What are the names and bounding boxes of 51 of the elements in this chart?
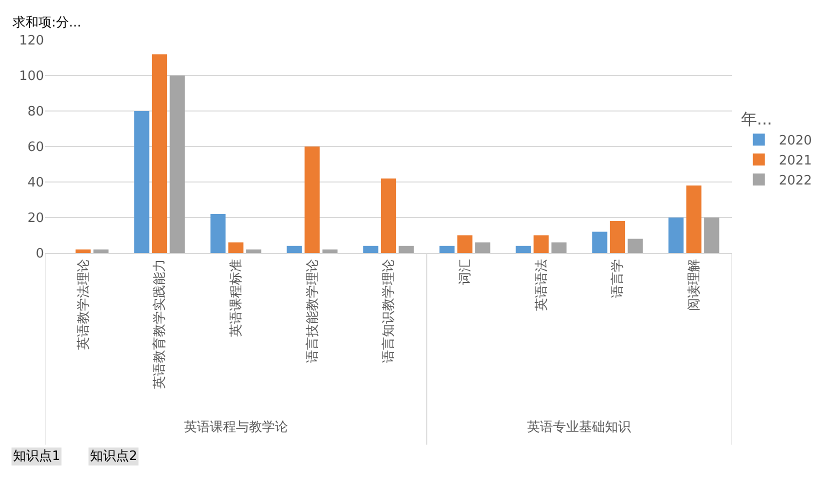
x-tick-label: 英语教学法理论 xyxy=(76,259,92,350)
bar xyxy=(439,246,455,253)
bar xyxy=(93,249,109,253)
chart-title: 求和项:分... xyxy=(12,15,82,30)
y-tick-label: 40 xyxy=(27,176,44,191)
bar xyxy=(134,111,150,253)
bar xyxy=(286,246,302,253)
bar xyxy=(322,249,338,253)
bar xyxy=(704,218,720,253)
legend-title: 年... xyxy=(740,110,772,129)
y-tick-label: 20 xyxy=(27,211,44,226)
bar xyxy=(363,246,378,253)
text: 知识点1 xyxy=(13,449,60,464)
x-tick-label: 英语课程标准 xyxy=(229,259,244,338)
bar xyxy=(610,221,626,253)
x-tick-label: 英语语法 xyxy=(534,259,550,312)
y-tick-label: 80 xyxy=(27,104,44,120)
bar xyxy=(457,235,472,253)
bar xyxy=(228,242,244,253)
text: 知识点2 xyxy=(90,449,138,464)
x-tick-label: 英语教育教学实践能力 xyxy=(152,259,168,390)
bar xyxy=(475,242,490,253)
legend-label: 2022 xyxy=(778,174,812,189)
x-tick-label: 语言技能教学理论 xyxy=(304,259,320,364)
bar xyxy=(152,54,168,253)
bar xyxy=(551,242,567,253)
legend-label: 2020 xyxy=(778,134,812,149)
text: 英语课程与教学论 xyxy=(184,420,288,435)
bar xyxy=(628,238,643,253)
bar xyxy=(210,214,226,253)
y-tick-label: 120 xyxy=(19,34,44,49)
bar xyxy=(398,246,414,253)
bar xyxy=(76,249,91,253)
x-tick-label: 语言知识教学理论 xyxy=(380,259,397,364)
y-tick-label: 100 xyxy=(19,69,44,84)
bar xyxy=(516,246,531,253)
x-tick-label: 词汇 xyxy=(458,259,474,286)
y-tick-label: 60 xyxy=(27,140,44,156)
bar xyxy=(304,146,320,253)
legend-label: 2021 xyxy=(778,154,812,169)
bar xyxy=(686,186,702,253)
bar xyxy=(380,178,396,253)
bar xyxy=(534,235,549,253)
text: 英语专业基础知识 xyxy=(527,420,631,435)
x-tick-label: 阅读理解 xyxy=(687,259,702,312)
x-tick-label: 语言学 xyxy=(610,259,626,298)
bar xyxy=(170,76,185,253)
bar xyxy=(246,249,262,253)
bar xyxy=(592,232,608,253)
y-tick-label: 0 xyxy=(36,246,44,262)
bar xyxy=(668,218,684,253)
